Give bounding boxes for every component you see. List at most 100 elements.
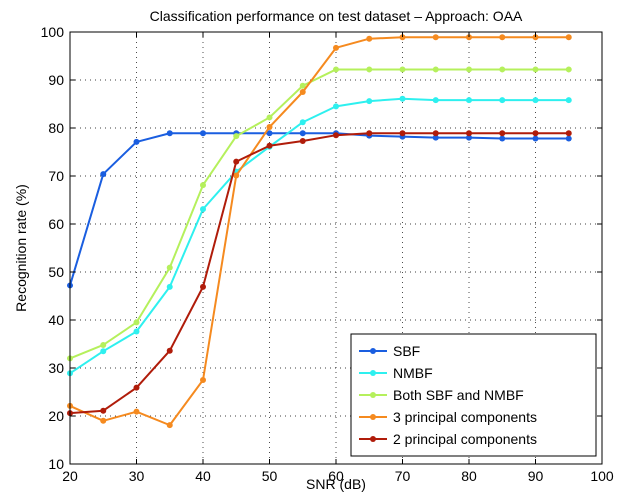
data-point [100, 407, 107, 414]
y-tick-label: 80 [48, 120, 64, 136]
y-tick-label: 70 [48, 168, 64, 184]
chart-title: Classification performance on test datas… [150, 8, 523, 24]
data-point [233, 133, 240, 140]
x-tick-label: 100 [590, 468, 614, 484]
data-point [166, 283, 173, 290]
legend-item: 2 principal components [359, 431, 537, 447]
data-point [166, 422, 173, 429]
data-point [399, 130, 406, 137]
series-4 [67, 34, 572, 429]
x-tick-label: 20 [62, 468, 78, 484]
data-point [266, 114, 273, 121]
data-point [565, 135, 572, 142]
data-point [366, 35, 373, 42]
data-point [399, 66, 406, 73]
series-line [69, 68, 569, 360]
series-line [69, 132, 569, 286]
data-point [299, 137, 306, 144]
y-tick-label: 60 [48, 216, 64, 232]
data-point [133, 384, 140, 391]
legend: SBF NMBF Both SBF and NMBF 3 principal comp… [350, 333, 597, 457]
series-line [69, 36, 569, 427]
legend-swatch-marker [370, 392, 376, 398]
x-tick-label: 80 [461, 468, 477, 484]
x-tick-label: 70 [395, 468, 411, 484]
data-point [100, 417, 107, 424]
x-tick-label: 30 [129, 468, 145, 484]
data-point [399, 34, 406, 41]
legend-label: SBF [393, 343, 420, 359]
data-point [366, 130, 373, 137]
x-axis-label: SNR (dB) [306, 476, 366, 492]
data-point [432, 134, 439, 141]
data-point [233, 172, 240, 179]
data-point [100, 171, 107, 178]
series-3 [67, 66, 572, 362]
data-point [299, 82, 306, 89]
data-point [299, 89, 306, 95]
data-point [565, 34, 572, 41]
legend-swatch-marker [370, 414, 376, 420]
legend-label: 3 principal components [393, 409, 537, 425]
series-line [69, 132, 569, 415]
data-point [200, 130, 206, 137]
data-point [532, 34, 539, 41]
data-point [133, 319, 140, 326]
data-point [133, 138, 140, 145]
legend-item: SBF [359, 343, 420, 359]
series-2 [67, 95, 572, 377]
data-point [565, 97, 572, 104]
legend-swatch-marker [370, 370, 376, 376]
data-point [333, 44, 339, 51]
data-point [432, 66, 439, 73]
data-point [532, 135, 539, 142]
data-point [499, 66, 506, 73]
y-tick-label: 10 [48, 456, 64, 472]
data-point [133, 328, 140, 335]
data-point [100, 348, 107, 355]
y-tick-label: 50 [48, 264, 64, 280]
data-point [233, 158, 240, 165]
legend-label: 2 principal components [393, 431, 537, 447]
y-tick-label: 30 [48, 360, 64, 376]
data-point [466, 97, 472, 104]
y-tick-label: 100 [41, 24, 65, 40]
data-point [499, 34, 506, 41]
legend-label: NMBF [393, 365, 433, 381]
data-point [466, 134, 472, 141]
data-point [466, 34, 472, 41]
data-point [299, 130, 306, 137]
data-point [166, 130, 173, 137]
data-point [366, 98, 373, 105]
data-point [499, 130, 506, 137]
legend-label: Both SBF and NMBF [393, 387, 524, 403]
legend-swatch-marker [370, 348, 376, 354]
data-point [266, 124, 273, 131]
data-point [532, 66, 539, 73]
x-tick-label: 40 [195, 468, 211, 484]
data-point [565, 130, 572, 137]
legend-item: 3 principal components [359, 409, 537, 425]
data-point [166, 264, 173, 271]
data-point [333, 66, 339, 73]
data-point [100, 341, 107, 348]
data-point [466, 130, 472, 137]
data-point [532, 97, 539, 104]
data-point [499, 97, 506, 104]
legend-item: Both SBF and NMBF [359, 387, 524, 403]
series-5 [67, 130, 572, 417]
data-point [466, 66, 472, 73]
x-tick-label: 60 [328, 468, 344, 484]
data-point [432, 34, 439, 41]
data-point [532, 130, 539, 137]
legend-box [350, 333, 597, 457]
data-point [200, 377, 206, 383]
data-point [266, 130, 273, 137]
data-point [366, 66, 373, 73]
data-point [200, 182, 206, 189]
series-line [69, 97, 569, 375]
y-axis-label: Recognition rate (%) [13, 184, 29, 312]
data-point [266, 142, 273, 149]
